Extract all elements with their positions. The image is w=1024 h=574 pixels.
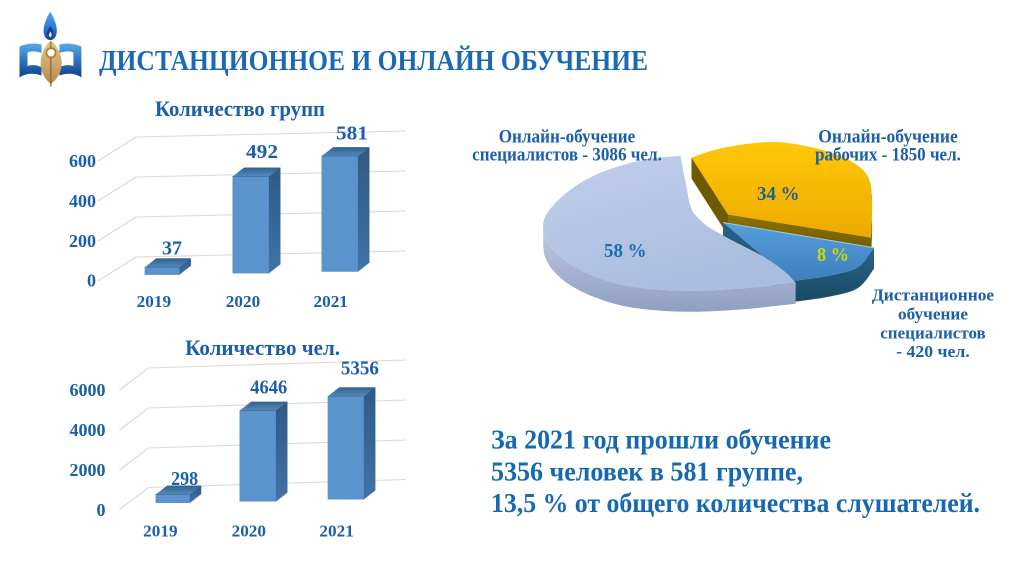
- svg-text:600: 600: [69, 151, 96, 171]
- svg-text:специалистов - 3086 чел.: специалистов - 3086 чел.: [472, 145, 662, 166]
- svg-text:Онлайн-обучение: Онлайн-обучение: [818, 127, 958, 148]
- svg-text:2021: 2021: [314, 292, 348, 311]
- svg-text:13,5 % от общего количества сл: 13,5 % от общего количества слушателей.: [491, 487, 980, 518]
- svg-text:0: 0: [97, 500, 106, 520]
- svg-text:58 %: 58 %: [604, 240, 647, 262]
- svg-text:специалистов: специалистов: [880, 323, 986, 342]
- svg-text:4000: 4000: [70, 420, 106, 440]
- svg-text:За 2021 год прошли обучение: За 2021 год прошли обучение: [491, 423, 831, 454]
- svg-text:492: 492: [246, 141, 278, 163]
- svg-text:рабочих - 1850 чел.: рабочих - 1850 чел.: [815, 145, 961, 166]
- svg-text:5356: 5356: [341, 358, 379, 380]
- svg-text:298: 298: [171, 468, 198, 490]
- svg-text:Онлайн-обучение: Онлайн-обучение: [499, 127, 636, 148]
- svg-text:2019: 2019: [137, 292, 171, 311]
- svg-text:Количество групп: Количество групп: [155, 96, 325, 121]
- svg-text:2000: 2000: [70, 460, 106, 480]
- svg-text:Дистанционное: Дистанционное: [872, 286, 995, 305]
- svg-text:34 %: 34 %: [757, 183, 800, 205]
- svg-text:6000: 6000: [70, 380, 106, 400]
- svg-text:ДИСТАНЦИОННОЕ И ОНЛАЙН ОБУЧЕНИ: ДИСТАНЦИОННОЕ И ОНЛАЙН ОБУЧЕНИЕ: [99, 44, 648, 77]
- svg-text:0: 0: [87, 271, 96, 291]
- svg-text:2020: 2020: [232, 522, 266, 541]
- svg-text:обучение: обучение: [898, 304, 968, 323]
- svg-text:5356 человек в 581 группе,: 5356 человек в 581 группе,: [491, 455, 803, 486]
- svg-text:400: 400: [69, 191, 96, 211]
- svg-text:- 420 чел.: - 420 чел.: [896, 342, 970, 361]
- svg-text:2019: 2019: [143, 522, 177, 541]
- svg-text:Количество чел.: Количество чел.: [185, 335, 340, 360]
- svg-text:2021: 2021: [319, 522, 353, 541]
- svg-text:4646: 4646: [250, 377, 287, 399]
- svg-text:37: 37: [162, 238, 182, 260]
- svg-text:2020: 2020: [226, 292, 260, 311]
- svg-text:581: 581: [336, 123, 368, 145]
- svg-text:8 %: 8 %: [817, 244, 849, 266]
- svg-text:200: 200: [69, 231, 96, 251]
